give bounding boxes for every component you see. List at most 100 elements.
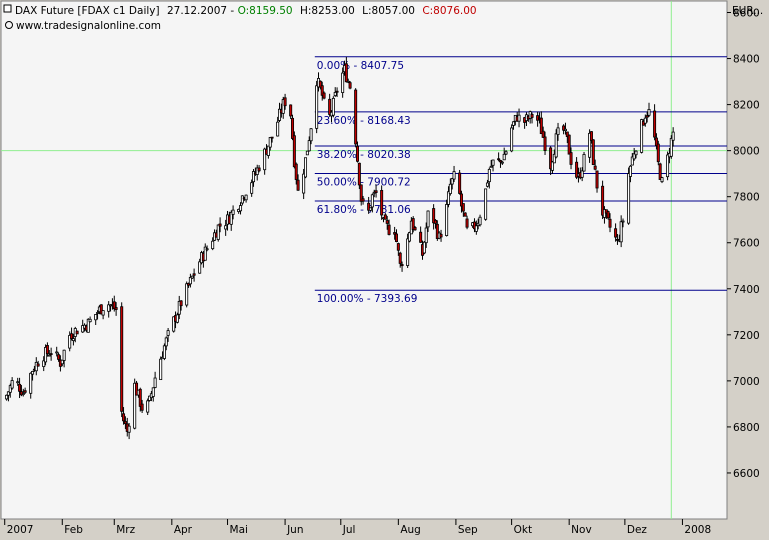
header-open: O:8159.50 — [238, 5, 293, 17]
candle-body — [452, 171, 456, 180]
candle-body — [140, 403, 144, 411]
candle-body — [383, 214, 387, 220]
candle-body — [459, 193, 463, 207]
x-tick-label: Apr — [174, 524, 193, 536]
candle-body — [307, 140, 311, 152]
candle-body — [268, 137, 272, 148]
candle-body — [309, 128, 313, 142]
candle-body — [530, 113, 534, 118]
candle-body — [127, 425, 131, 433]
chart-header: DAX Future [FDAX c1 Daily] 27.12.2007 - … — [3, 4, 763, 32]
candle-body — [407, 232, 411, 242]
candle-body — [424, 227, 428, 244]
candle-body — [601, 185, 605, 216]
candle-body — [101, 310, 105, 316]
candle-body — [419, 231, 423, 243]
candle-body — [504, 151, 508, 155]
candle-body — [296, 179, 300, 191]
candle-body — [517, 114, 521, 122]
candle-body — [322, 92, 326, 99]
candle-body — [627, 173, 631, 224]
candle-body — [266, 145, 270, 156]
candle-body — [291, 117, 295, 139]
candle-body — [148, 395, 152, 401]
candle-body — [398, 252, 402, 264]
y-tick-label: 8000 — [733, 146, 760, 158]
x-tick-label: Dez — [627, 524, 648, 536]
candle-body — [491, 159, 495, 166]
candle-body — [49, 353, 53, 355]
candle-body — [554, 133, 558, 158]
candle-body — [489, 165, 493, 168]
y-tick-label: 7400 — [733, 284, 760, 296]
candle-body — [348, 82, 352, 89]
candle-body — [487, 168, 491, 183]
candle-body — [81, 325, 85, 333]
candle-body — [463, 212, 467, 217]
candle-body — [393, 232, 397, 235]
candle-body — [164, 337, 168, 347]
candle-body — [666, 154, 670, 178]
candle-body — [435, 223, 439, 239]
candle-body — [133, 382, 137, 429]
candle-body — [563, 128, 567, 132]
header-high: H:8253.00 — [300, 5, 355, 17]
candle-body — [550, 161, 554, 171]
copyright-icon — [5, 21, 13, 29]
candle-body — [239, 205, 243, 212]
candle-body — [344, 63, 348, 83]
candle-body — [252, 171, 256, 183]
plot-area[interactable] — [0, 0, 728, 520]
fib-level-label: 38.20% - 8020.38 — [317, 149, 411, 161]
candle-body — [153, 377, 157, 388]
x-tick-label: 2007 — [7, 524, 34, 536]
candle-body — [47, 354, 51, 357]
candle-body — [318, 80, 322, 88]
x-tick-label: Nov — [571, 524, 592, 536]
x-tick-label: Feb — [64, 524, 83, 536]
candle-body — [653, 110, 657, 138]
candle-body — [472, 221, 476, 230]
candle-body — [569, 152, 573, 165]
candle-body — [498, 160, 502, 163]
candle-body — [42, 360, 46, 368]
candle-body — [135, 382, 139, 396]
candle-body — [203, 246, 207, 261]
source-label: www.tradesignalonline.com — [16, 20, 161, 32]
candle-body — [658, 163, 662, 180]
candle-body — [368, 207, 372, 211]
currency-label: EUR... — [732, 5, 763, 17]
y-tick-label: 7800 — [733, 192, 760, 204]
candle-body — [198, 261, 202, 274]
x-tick-label: Okt — [514, 524, 532, 536]
candle-body — [606, 211, 610, 219]
candle-body — [645, 115, 649, 118]
candle-body — [346, 80, 350, 83]
candle-body — [485, 182, 489, 187]
candle-body — [114, 307, 118, 310]
candle-body — [55, 351, 59, 354]
candle-body — [281, 99, 285, 114]
x-tick-label: Sep — [458, 524, 478, 536]
x-tick-label: Aug — [400, 524, 421, 536]
x-axis: 2007 Feb Mrz Apr Mai Jun Jul Aug Sep Okt Nov Dez 200… — [4, 519, 711, 536]
candle-body — [671, 131, 675, 141]
candle-body — [556, 127, 560, 135]
candle-body — [99, 304, 103, 315]
candle-body — [60, 359, 64, 365]
candle-body — [305, 150, 309, 156]
y-tick-label: 8400 — [733, 54, 760, 66]
candle-body — [445, 204, 449, 236]
candle-body — [461, 203, 465, 212]
candle-body — [231, 209, 235, 215]
candle-body — [448, 183, 452, 194]
candle-body — [185, 283, 189, 306]
candle-body — [333, 91, 337, 96]
candle-body — [138, 388, 142, 407]
candle-body — [23, 390, 27, 393]
candle-body — [88, 318, 92, 323]
candle-body — [411, 218, 415, 231]
candle-body — [331, 97, 335, 116]
candle-body — [10, 380, 14, 389]
